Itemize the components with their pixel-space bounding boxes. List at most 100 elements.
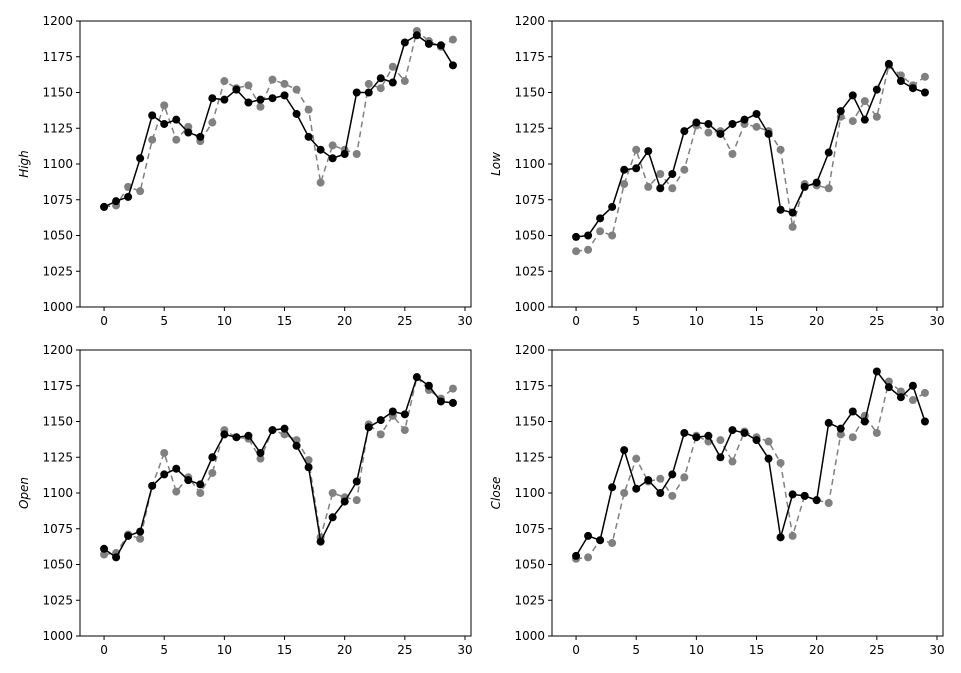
y-tick-label: 1050: [514, 558, 545, 572]
series-2-point: [764, 437, 773, 446]
series-line-1: [103, 375, 454, 559]
x-tick-label: 5: [632, 643, 640, 657]
y-tick-label: 1025: [42, 264, 73, 278]
series-1-point: [656, 489, 665, 497]
series-1-point: [752, 436, 761, 445]
y-tick-label: 1175: [42, 379, 73, 393]
x-tick-label: 5: [160, 314, 168, 328]
x-tick-label: 0: [572, 643, 580, 657]
series-2-point: [836, 430, 845, 439]
y-tick-label: 1100: [514, 486, 545, 500]
series-2-point: [920, 72, 929, 81]
series-1-point: [364, 88, 373, 97]
series-1-point: [728, 426, 737, 435]
series-2-point: [400, 426, 409, 435]
series-2-point: [632, 454, 641, 463]
y-tick-label: 1125: [514, 450, 545, 464]
series-2-point: [448, 384, 457, 393]
y-tick-label: 1175: [42, 50, 73, 64]
series-1-point: [148, 481, 157, 490]
series-1-point: [908, 381, 917, 390]
y-tick-label: 1075: [514, 522, 545, 536]
x-tick-label: 10: [217, 643, 232, 657]
y-tick-label: 1100: [514, 157, 545, 171]
series-1-point: [884, 59, 893, 68]
y-tick-label: 1050: [42, 558, 73, 572]
series-1-point: [812, 496, 821, 505]
series-1-point: [740, 115, 749, 124]
series-2-point: [304, 105, 313, 114]
series-1-point: [100, 544, 109, 553]
series-1-point: [376, 74, 385, 83]
series-1-point: [172, 115, 181, 124]
series-1-point: [620, 446, 629, 455]
subplot-high: 0 5 10 15 20 25 30 1000 1025 1050 1075 1100 1125 1150…: [17, 14, 473, 328]
series-2-point: [680, 473, 689, 482]
series-1-point: [620, 165, 629, 174]
series-2-point: [352, 149, 361, 158]
x-tick-label: 10: [689, 314, 704, 328]
y-tick-label: 1175: [514, 379, 545, 393]
series-1-point: [328, 154, 337, 163]
series-2-point: [920, 388, 929, 397]
subplot-low: 0 5 10 15 20 25 30 1000 1025 1050 1075 1100 1125 1150…: [489, 14, 945, 328]
series-line-1: [103, 34, 454, 208]
series-1-point: [884, 383, 893, 392]
series-1-point: [836, 107, 845, 116]
series-1-point: [596, 214, 605, 223]
series-2-point: [160, 101, 169, 110]
series-1-point: [196, 132, 205, 141]
series-2-point: [244, 81, 253, 90]
series-2-point: [656, 474, 665, 483]
series-2-point: [208, 468, 217, 477]
y-tick-label: 1075: [42, 193, 73, 207]
series-2-point: [100, 550, 109, 559]
series-1-point: [608, 202, 617, 211]
series-1-point: [304, 132, 313, 141]
y-axis-label: Close: [489, 477, 503, 510]
series-line-2: [576, 63, 926, 252]
series-1-point: [896, 393, 905, 402]
series-1-point: [352, 477, 361, 486]
series-2-point: [160, 448, 169, 457]
series-1-point: [632, 164, 641, 173]
series-1-point: [328, 513, 337, 522]
series-2-point: [632, 145, 641, 154]
series-2-point: [196, 489, 205, 497]
series-1-point: [824, 418, 833, 427]
series-1-point: [124, 531, 133, 540]
series-2-point: [668, 491, 677, 500]
y-tick-label: 1150: [514, 415, 545, 429]
series-1-point: [860, 417, 869, 426]
series-1-point: [668, 170, 677, 179]
series-1-point: [364, 423, 373, 432]
x-tick-label: 20: [337, 314, 352, 328]
series-1-point: [848, 91, 857, 100]
x-tick-label: 30: [929, 314, 944, 328]
series-1-point: [824, 148, 833, 157]
series-2-point: [584, 553, 593, 562]
series-1-point: [400, 410, 409, 419]
x-tick-label: 30: [457, 314, 472, 328]
series-1-point: [920, 88, 929, 97]
series-2-point: [136, 187, 145, 196]
series-1-point: [160, 119, 169, 128]
series-1-point: [172, 464, 181, 473]
series-1-point: [848, 407, 857, 416]
series-1-point: [740, 428, 749, 437]
series-2-point: [680, 165, 689, 174]
series-1-point: [668, 470, 677, 479]
series-1-point: [448, 61, 457, 70]
series-1-point: [680, 127, 689, 136]
series-1-point: [800, 182, 809, 191]
series-1-point: [148, 111, 157, 120]
y-axis-label: Low: [489, 152, 503, 176]
series-2-point: [316, 178, 325, 187]
series-1-point: [136, 154, 145, 163]
y-tick-label: 1000: [42, 300, 73, 314]
series-2-point: [872, 112, 881, 121]
y-tick-label: 1000: [514, 300, 545, 314]
series-1-point: [196, 480, 205, 489]
series-2-point: [256, 102, 265, 111]
series-1-point: [256, 95, 265, 104]
